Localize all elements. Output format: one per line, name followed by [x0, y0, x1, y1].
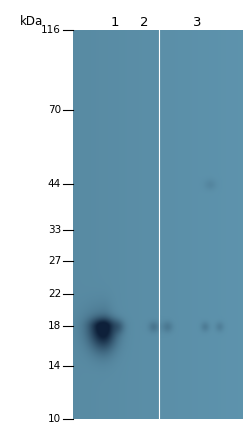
- Text: 116: 116: [41, 25, 61, 35]
- Text: 27: 27: [48, 257, 61, 267]
- Text: 22: 22: [48, 289, 61, 299]
- Text: 33: 33: [48, 225, 61, 235]
- Text: 10: 10: [48, 414, 61, 424]
- Text: 2: 2: [140, 16, 148, 29]
- Text: 14: 14: [48, 361, 61, 371]
- Text: 1: 1: [110, 16, 119, 29]
- Text: 3: 3: [193, 16, 201, 29]
- Text: 70: 70: [48, 105, 61, 115]
- Text: 44: 44: [48, 179, 61, 189]
- Text: 18: 18: [48, 321, 61, 331]
- Text: kDa: kDa: [19, 15, 43, 28]
